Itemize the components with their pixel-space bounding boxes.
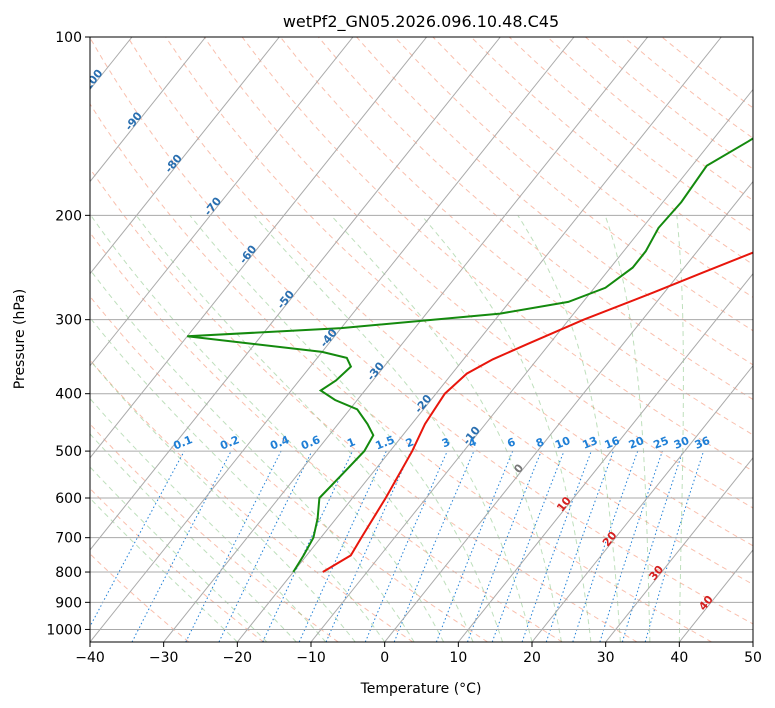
x-tick-label: 20 <box>523 650 541 666</box>
temperature-profile-line <box>322 251 753 573</box>
x-axis: −40 −30 −20 −10 0 10 20 30 40 50 <box>75 642 762 666</box>
mixing-ratio-label: 25 <box>652 434 671 452</box>
isotherm-line <box>384 180 753 642</box>
moist-adiabat-line <box>90 359 356 642</box>
plot-frame <box>89 36 754 643</box>
dry-adiabat-line <box>90 167 638 642</box>
y-tick-label: 100 <box>55 30 82 46</box>
y-tick-label: 300 <box>55 313 82 329</box>
mixing-ratio-labels: 0.1 0.2 0.4 0.6 1 1.5 2 3 4 6 8 10 13 16 20 25 30 36 <box>171 433 712 452</box>
dry-adiabat-line <box>90 553 190 642</box>
mixing-ratio-label: 3 <box>440 435 452 450</box>
moist-adiabat-line <box>253 214 533 642</box>
y-tick-label: 400 <box>55 387 82 403</box>
moist-adiabat-line <box>676 215 684 642</box>
x-tick-label: 50 <box>744 650 762 666</box>
y-tick-label: 800 <box>55 565 82 581</box>
x-axis-label: Temperature (°C) <box>360 681 482 697</box>
mixing-ratio-line <box>467 450 542 642</box>
mixing-ratio-label: 2 <box>404 435 416 450</box>
moist-adiabat-line <box>604 215 651 642</box>
plot-area: -100-90-80-70-60-50-40-30-20-10010203040… <box>90 37 753 642</box>
mixing-ratio-label: 13 <box>580 434 599 452</box>
mixing-ratio-label: 30 <box>672 434 691 452</box>
mixing-ratio-line <box>621 450 684 642</box>
x-tick-label: 10 <box>449 650 467 666</box>
isotherm-line <box>90 37 575 642</box>
chart-title: wetPf2_GN05.2026.096.10.48.C45 <box>283 12 559 32</box>
isotherm-grid <box>90 37 753 642</box>
y-tick-label: 600 <box>55 491 82 507</box>
moist-adiabat-line <box>517 215 621 642</box>
isotherm-line <box>236 37 722 642</box>
mixing-ratio-label: 10 <box>553 434 572 452</box>
x-tick-label: −10 <box>296 650 326 666</box>
dry-adiabat-line <box>90 37 753 625</box>
mixing-ratio-line <box>185 450 282 642</box>
dewpoint-profile-line <box>187 137 753 573</box>
dry-adiabat-line <box>203 37 753 509</box>
dry-adiabat-line <box>90 103 712 642</box>
dry-adiabat-line <box>90 295 488 642</box>
isotherm-line <box>163 37 649 642</box>
isotherm-line <box>605 457 753 642</box>
isotherm-line <box>90 37 207 183</box>
mixing-ratio-line <box>435 450 514 642</box>
dry-adiabat-line <box>127 37 753 586</box>
moist-adiabat-line <box>90 497 238 642</box>
isotherm-line <box>90 37 354 367</box>
dry-adiabat-line <box>318 37 753 401</box>
isotherm-line <box>90 37 428 459</box>
dry-adiabat-line <box>90 231 563 642</box>
mixing-ratio-label: 20 <box>627 434 646 452</box>
moist-adiabat-line <box>421 214 592 642</box>
isotherm-line <box>531 364 753 642</box>
profile-series <box>187 137 753 573</box>
isotherm-line <box>90 37 280 275</box>
y-tick-label: 1000 <box>46 622 82 638</box>
isotherm-line <box>90 37 501 551</box>
dry-adiabat-line <box>90 487 264 642</box>
y-tick-label: 700 <box>55 531 82 547</box>
isotherm-line <box>457 272 753 642</box>
mixing-ratio-line <box>325 450 412 642</box>
x-tick-label: −20 <box>223 650 253 666</box>
mixing-ratio-label: 1 <box>345 435 357 450</box>
dry-adiabat-line <box>394 37 753 332</box>
mixing-ratio-line <box>521 450 592 642</box>
moist-adiabat-line <box>90 433 297 642</box>
mixing-ratio-line <box>90 450 185 628</box>
x-tick-label: 30 <box>597 650 615 666</box>
y-axis-label: Pressure (hPa) <box>12 289 28 389</box>
mixing-ratio-label: 16 <box>603 434 622 452</box>
x-tick-label: −30 <box>149 650 179 666</box>
mixing-ratio-line <box>545 450 614 642</box>
x-tick-label: −40 <box>75 650 105 666</box>
mixing-ratio-line <box>572 450 639 642</box>
mixing-ratio-label: 36 <box>693 434 712 452</box>
mixing-ratio-lines <box>90 450 705 642</box>
y-tick-label: 900 <box>55 595 82 611</box>
moist-adiabat-line <box>330 214 562 642</box>
isotherm-line <box>310 88 753 642</box>
moist-adiabat-line <box>189 214 503 642</box>
moist-adiabats <box>90 214 684 642</box>
moist-adiabat-line <box>135 214 474 642</box>
x-tick-label: 40 <box>670 650 688 666</box>
moist-adiabat-line <box>90 466 268 642</box>
mixing-ratio-line <box>364 450 448 642</box>
mixing-ratio-label: 8 <box>534 435 546 450</box>
y-tick-label: 500 <box>55 444 82 460</box>
moist-adiabat-line <box>90 215 445 642</box>
y-tick-label: 200 <box>55 208 82 224</box>
y-axis: 100 200 300 400 500 600 700 800 900 1000 <box>46 30 90 638</box>
moist-adiabat-line <box>90 316 386 642</box>
x-tick-label: 0 <box>380 650 389 666</box>
dry-adiabat-line <box>279 37 753 436</box>
mixing-ratio-line <box>491 450 565 642</box>
mixing-ratio-line <box>599 450 663 642</box>
